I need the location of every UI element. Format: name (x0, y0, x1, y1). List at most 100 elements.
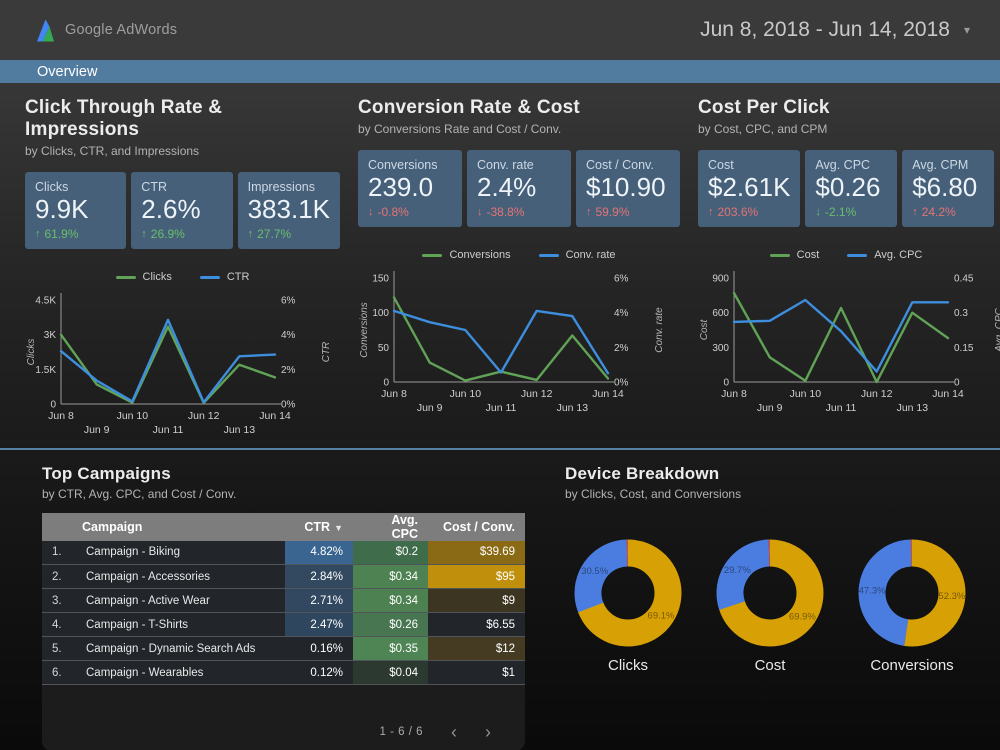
svg-text:Jun 14: Jun 14 (932, 388, 964, 400)
campaign-name: Campaign - Biking (74, 540, 285, 566)
row-rank: 5. (42, 636, 74, 662)
column-header-cost-conv[interactable]: Cost / Conv. (428, 512, 525, 541)
svg-text:150: 150 (372, 273, 389, 284)
svg-text:0: 0 (50, 399, 56, 410)
logo-text: Google AdWords (65, 22, 178, 38)
row-rank: 4. (42, 612, 74, 638)
svg-text:2%: 2% (281, 364, 296, 375)
legend-label: Clicks (142, 271, 172, 284)
row-rank: 2. (42, 564, 74, 590)
prev-page-button[interactable]: ‹ (451, 721, 457, 742)
svg-text:0.45: 0.45 (954, 273, 974, 284)
svg-text:Avg. CPC: Avg. CPC (994, 307, 1000, 352)
cost-conv-cell: $39.69 (428, 540, 525, 566)
donut-chart-clicks: 69.1% 30.5% (574, 539, 682, 647)
svg-text:69.1%: 69.1% (648, 610, 675, 621)
svg-text:Jun 13: Jun 13 (897, 402, 929, 414)
donut-chart-conversions: 52.3% 47.3% (858, 539, 966, 647)
svg-text:Jun 11: Jun 11 (826, 402, 857, 414)
donut-label: Conversions (870, 656, 954, 674)
section-conversion-cost: Conversion Rate & Cost by Conversions Ra… (358, 97, 680, 442)
svg-text:Jun 13: Jun 13 (557, 402, 589, 414)
chart-legend: Conversions Conv. rate (358, 248, 680, 263)
svg-text:Jun 9: Jun 9 (84, 424, 110, 436)
donut-label: Clicks (608, 656, 648, 674)
svg-text:Jun 12: Jun 12 (188, 410, 220, 422)
scorecard-label: Clicks (35, 180, 69, 194)
column-header-ctr[interactable]: CTR ▼ (285, 512, 353, 541)
scorecard-conv-rate: Conv. rate 2.4% ↓ -38.8% (467, 150, 571, 227)
legend-swatch-blue (538, 253, 559, 257)
delta-arrow-icon: ↑ (35, 227, 41, 240)
campaign-name: Campaign - Wearables (74, 660, 285, 686)
avg-cpc-cell: $0.04 (353, 660, 428, 686)
svg-text:Jun 14: Jun 14 (592, 388, 624, 400)
svg-text:50: 50 (378, 342, 390, 353)
scorecard-value: $0.26 (815, 172, 881, 202)
column-header-campaign[interactable]: Campaign (42, 512, 285, 541)
section-ctr-impressions: Click Through Rate & Impressions by Clic… (25, 97, 340, 442)
campaign-name: Campaign - Dynamic Search Ads (74, 636, 285, 662)
adwords-logo: Google AdWords (36, 17, 177, 43)
page-tab-bar: Overview (0, 60, 1000, 83)
svg-text:30.5%: 30.5% (581, 565, 608, 576)
campaign-name: Campaign - Accessories (74, 564, 285, 590)
svg-text:Jun 10: Jun 10 (790, 388, 822, 400)
scorecard-delta: ↑ 59.9% (586, 204, 630, 219)
cost-conv-cell: $9 (428, 588, 525, 614)
svg-text:4%: 4% (281, 330, 296, 341)
donut-chart-cost: 69.9% 29.7% (716, 539, 824, 647)
svg-text:Conversions: Conversions (359, 302, 370, 358)
report-canvas: Click Through Rate & Impressions by Clic… (0, 83, 1000, 750)
donut-clicks: 69.1% 30.5% Clicks (572, 537, 684, 674)
section-subtitle: by Cost, CPC, and CPM (698, 122, 828, 136)
scorecard-delta: ↑ 26.9% (141, 226, 185, 241)
scorecard-label: Avg. CPC (815, 158, 871, 172)
svg-text:Clicks: Clicks (26, 338, 37, 365)
table-row: 1. Campaign - Biking 4.82% $0.2 $39.69 (42, 540, 525, 566)
top-sections: Click Through Rate & Impressions by Clic… (25, 97, 1000, 442)
table-row: 6. Campaign - Wearables 0.12% $0.04 $1 (42, 660, 525, 686)
svg-text:Jun 9: Jun 9 (417, 402, 443, 414)
donut-conversions: 52.3% 47.3% Conversions (856, 537, 968, 674)
scorecard-delta: ↓ -0.8% (368, 204, 409, 219)
svg-text:Jun 10: Jun 10 (117, 410, 149, 422)
svg-text:0: 0 (723, 377, 729, 388)
scorecard-value: $10.90 (586, 172, 666, 202)
column-header-avg-cpc[interactable]: Avg. CPC (353, 512, 428, 541)
svg-text:Jun 9: Jun 9 (757, 402, 783, 414)
section-title: Conversion Rate & Cost (358, 97, 580, 118)
chart-legend: Cost Avg. CPC (698, 248, 994, 263)
delta-arrow-icon: ↑ (912, 205, 918, 218)
table-row: 5. Campaign - Dynamic Search Ads 0.16% $… (42, 636, 525, 662)
chart-legend: Clicks CTR (25, 270, 340, 285)
scorecard-label: Cost / Conv. (586, 158, 654, 172)
svg-text:2%: 2% (614, 342, 629, 353)
bottom-sections: Top Campaigns by CTR, Avg. CPC, and Cost… (25, 450, 988, 750)
scorecard-delta: ↓ -38.8% (477, 204, 525, 219)
next-page-button[interactable]: › (485, 721, 491, 742)
donut-label: Cost (754, 656, 786, 674)
pagination-label: 1 - 6 / 6 (379, 725, 423, 738)
tab-overview[interactable]: Overview (37, 63, 98, 80)
section-title: Device Breakdown (565, 463, 720, 483)
svg-text:Jun 8: Jun 8 (721, 388, 747, 400)
app-header: Google AdWords Jun 8, 2018 - Jun 14, 201… (0, 0, 1000, 60)
row-rank: 1. (42, 540, 74, 566)
date-range-picker[interactable]: Jun 8, 2018 - Jun 14, 2018 ▾ (700, 18, 970, 42)
sort-desc-icon: ▼ (334, 522, 343, 533)
legend-swatch-blue (199, 275, 220, 279)
svg-text:0.3: 0.3 (954, 308, 968, 319)
svg-text:6%: 6% (614, 273, 629, 284)
ctr-cell: 2.47% (285, 612, 353, 638)
legend-label: Conversions (449, 249, 511, 262)
date-range-label: Jun 8, 2018 - Jun 14, 2018 (700, 18, 950, 41)
table-row: 4. Campaign - T-Shirts 2.47% $0.26 $6.55 (42, 612, 525, 638)
cost-conv-cell: $12 (428, 636, 525, 662)
svg-text:1.5K: 1.5K (35, 364, 56, 375)
legend-label: Conv. rate (565, 249, 616, 262)
svg-text:4%: 4% (614, 308, 629, 319)
donut-charts: 69.1% 30.5% Clicks 69.9% 29.7% Cost 52.3% 4… (565, 537, 968, 674)
svg-text:0%: 0% (281, 399, 296, 410)
svg-text:Jun 8: Jun 8 (48, 410, 74, 422)
